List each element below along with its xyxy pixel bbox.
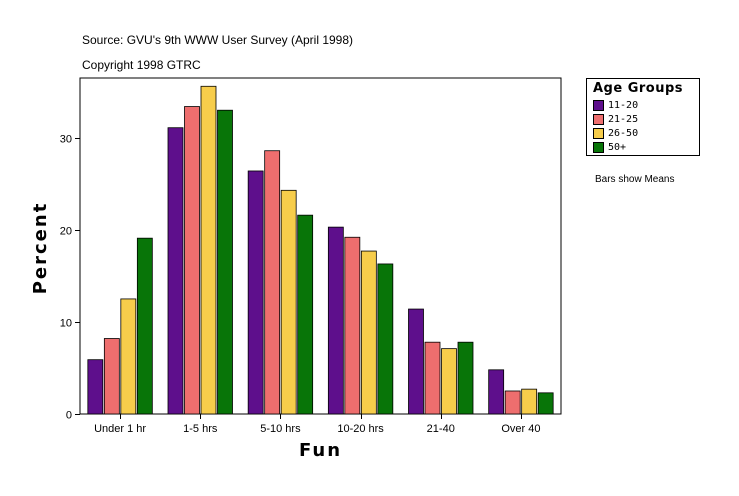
legend-title: Age Groups <box>593 81 684 96</box>
bar <box>327 226 344 415</box>
copyright-text: Copyright 1998 GTRC <box>82 58 201 72</box>
bar <box>280 189 297 415</box>
bar <box>504 390 521 415</box>
bar <box>457 341 474 415</box>
bar <box>344 236 361 415</box>
bar <box>103 338 120 415</box>
bar <box>408 308 424 415</box>
bar <box>136 237 153 415</box>
legend-swatch <box>593 142 604 153</box>
legend-swatch <box>593 128 604 139</box>
x-tick-label: 21-40 <box>427 423 455 435</box>
bar <box>521 388 538 415</box>
bar <box>377 263 394 415</box>
bar <box>200 85 217 415</box>
chart-note: Bars show Means <box>595 174 675 185</box>
bar <box>87 359 104 415</box>
x-axis-label: Fun <box>299 440 342 461</box>
legend-label: 26-50 <box>608 128 639 139</box>
legend: Age Groups 11-20 21-25 26-50 50+ <box>586 78 700 156</box>
legend-label: 50+ <box>608 142 627 153</box>
x-tick-label: 5-10 hrs <box>260 423 301 435</box>
bar <box>297 214 314 415</box>
bar <box>488 369 505 415</box>
y-tick-label: 10 <box>60 318 72 330</box>
bar <box>167 127 184 415</box>
y-tick-label: 20 <box>60 226 72 238</box>
source-text: Source: GVU's 9th WWW User Survey (April… <box>82 33 354 47</box>
bar <box>264 150 281 415</box>
bar <box>120 298 137 415</box>
y-axis-label: Percent <box>30 202 51 295</box>
x-tick-label: Over 40 <box>501 423 540 435</box>
y-tick-label: 0 <box>66 410 72 422</box>
legend-swatch <box>593 114 604 125</box>
bar <box>184 106 200 415</box>
bar <box>217 109 233 415</box>
bar <box>537 392 554 415</box>
plot-frame <box>79 77 562 415</box>
bar <box>441 348 457 415</box>
legend-swatch <box>593 100 604 111</box>
x-tick-label: 1-5 hrs <box>183 423 218 435</box>
legend-label: 11-20 <box>608 100 639 111</box>
y-tick-label: 30 <box>60 134 72 146</box>
legend-label: 21-25 <box>608 114 639 125</box>
bar <box>360 250 377 415</box>
x-tick-label: Under 1 hr <box>94 423 146 435</box>
bar <box>247 170 264 415</box>
bar <box>424 341 441 415</box>
x-tick-label: 10-20 hrs <box>337 423 384 435</box>
